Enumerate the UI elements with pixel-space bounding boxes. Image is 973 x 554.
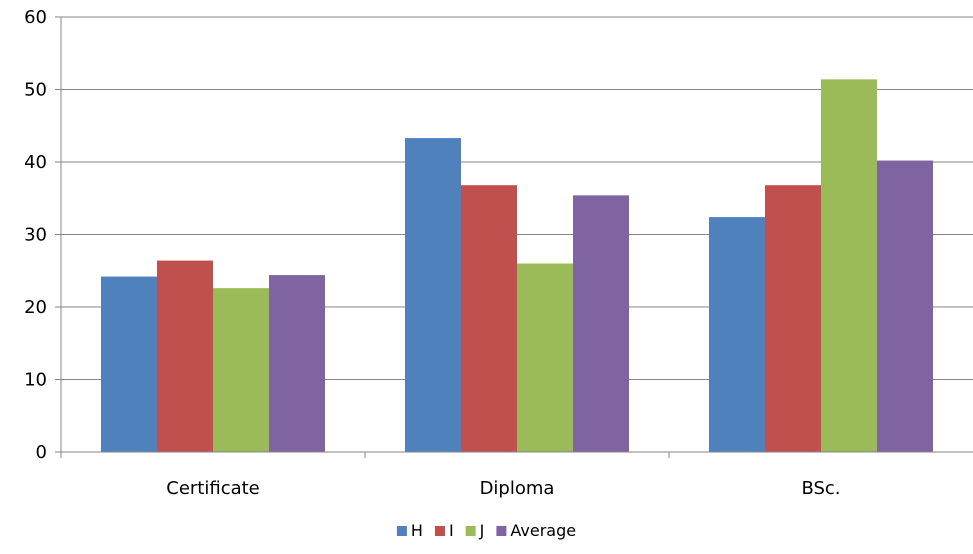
bars xyxy=(101,79,933,453)
bar-h-certificate xyxy=(101,276,157,452)
x-tick-label: Certificate xyxy=(166,478,260,499)
bar-i-certificate xyxy=(157,260,213,452)
legend-label: I xyxy=(449,521,454,540)
bar-j-bsc xyxy=(821,79,877,452)
bar-h-bsc xyxy=(709,217,765,452)
legend-swatch xyxy=(496,526,507,536)
legend-swatch xyxy=(434,526,445,536)
y-tick-label: 20 xyxy=(24,297,47,318)
legend-swatch xyxy=(396,526,407,536)
y-tick-label: 60 xyxy=(24,7,47,28)
axis-labels: 0 10 20 30 40 50 60 Certificate Diploma BSc. xyxy=(24,7,840,499)
legend-swatch xyxy=(465,526,476,536)
axes xyxy=(55,16,973,458)
bar-j-diploma xyxy=(517,263,573,452)
legend: H I J Average xyxy=(396,521,576,540)
bar-average-diploma xyxy=(573,195,629,452)
y-tick-label: 40 xyxy=(24,152,47,173)
y-tick-label: 50 xyxy=(24,80,47,101)
bar-average-certificate xyxy=(269,275,325,452)
x-tick-label: Diploma xyxy=(480,478,555,499)
bar-j-certificate xyxy=(213,288,269,452)
legend-label: Average xyxy=(510,521,576,540)
legend-label: J xyxy=(479,521,485,540)
bar-i-bsc xyxy=(765,185,821,452)
bar-i-diploma xyxy=(461,185,517,452)
y-tick-label: 10 xyxy=(24,370,47,391)
y-tick-label: 30 xyxy=(24,225,47,246)
legend-label: H xyxy=(411,521,423,540)
y-tick-label: 0 xyxy=(36,442,47,463)
bar-h-diploma xyxy=(405,138,461,452)
x-tick-label: BSc. xyxy=(801,478,840,499)
bar-average-bsc xyxy=(877,160,933,453)
